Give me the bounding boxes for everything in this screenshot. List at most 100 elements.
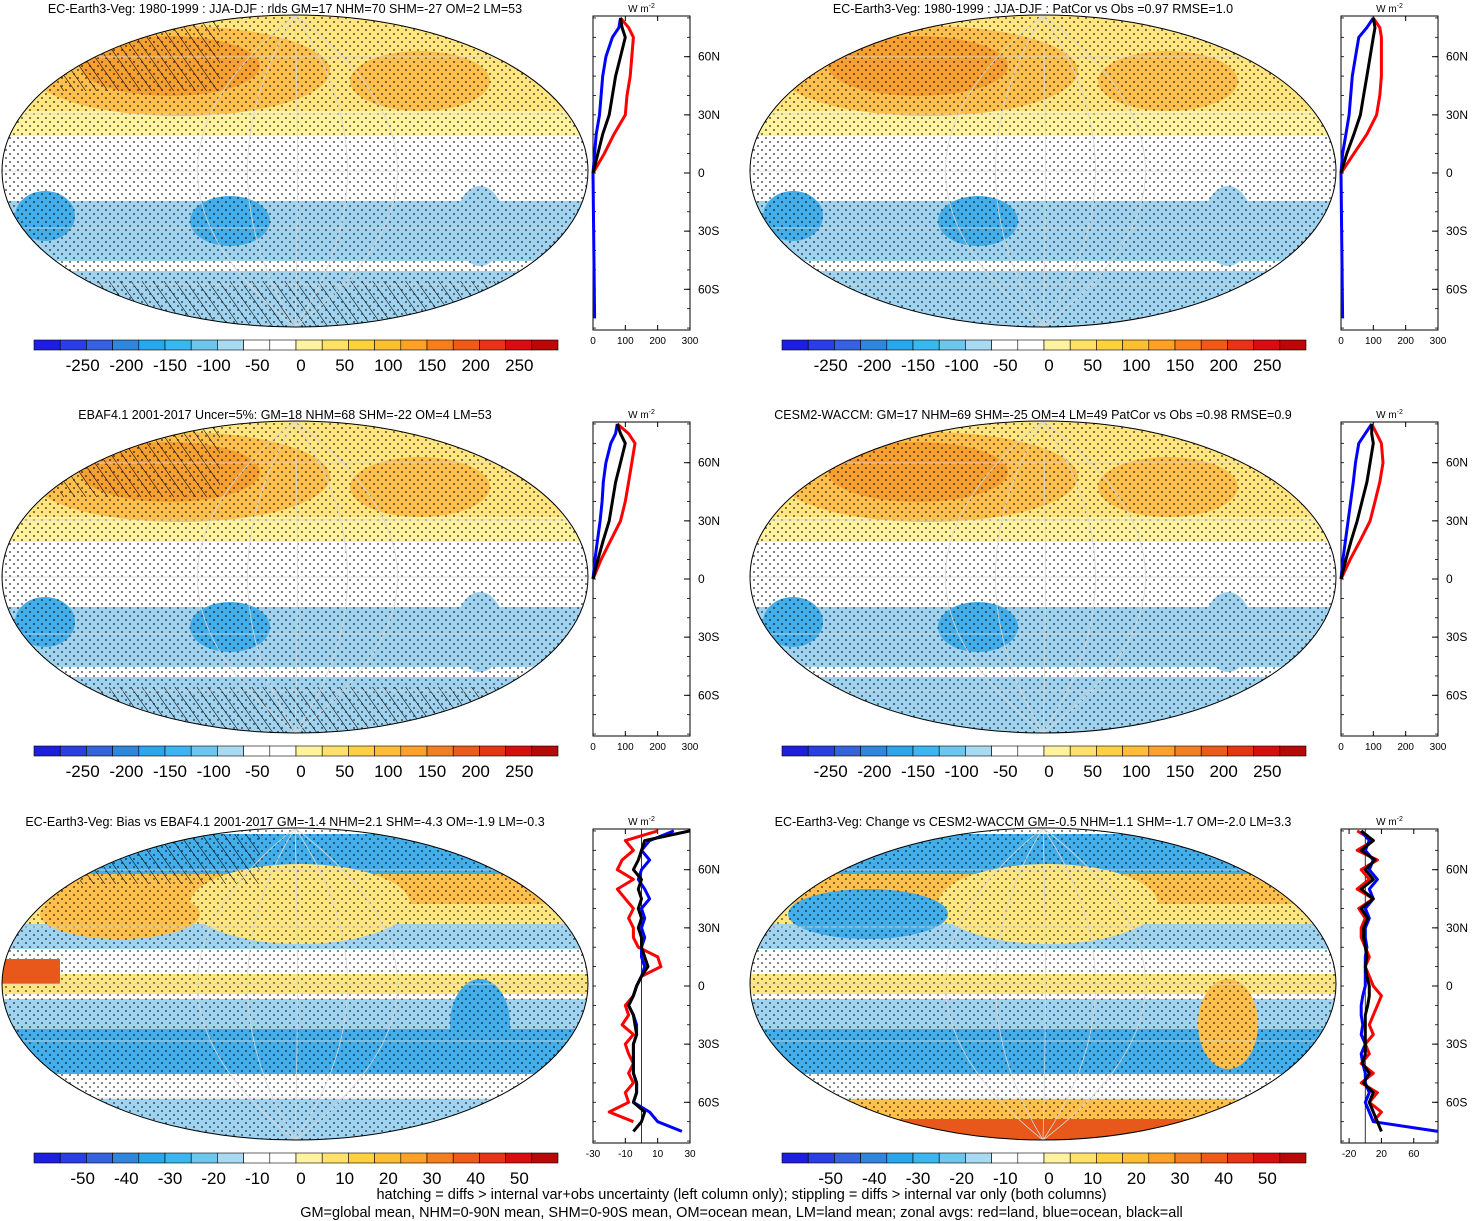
colorbar-label: -250 <box>814 762 848 781</box>
graticule-lon <box>1042 421 1046 733</box>
colorbar-label: -150 <box>901 762 935 781</box>
x-tick-label: 100 <box>617 336 634 347</box>
colorbar-label: 30 <box>1171 1169 1190 1188</box>
colorbar-cell <box>243 745 271 757</box>
lat-tick-label: 0 <box>698 979 705 993</box>
hatching-nh <box>80 834 260 884</box>
map-border <box>749 14 1337 328</box>
colorbar-label: -50 <box>70 1169 95 1188</box>
colorbar-label: -200 <box>109 762 143 781</box>
lat-tick-label: 30N <box>698 921 720 935</box>
graticule-lon <box>294 15 298 327</box>
colorbar-label: -30 <box>158 1169 183 1188</box>
graticule-lon <box>995 828 1044 1140</box>
map-border <box>1 420 589 734</box>
graticule-lon <box>945 421 1044 733</box>
colorbar-cell <box>965 1152 992 1164</box>
map <box>750 421 1336 733</box>
graticule-lon <box>1042 828 1096 1140</box>
colorbar-label: 250 <box>505 356 533 375</box>
colorbar-cell <box>938 339 966 351</box>
colorbar-cell <box>374 745 402 757</box>
all-profile-line <box>1359 829 1383 1132</box>
colorbar-label: -40 <box>114 1169 139 1188</box>
colorbar-cell <box>912 339 940 351</box>
lat-tick-label: 0 <box>1446 166 1453 180</box>
colorbar-cell <box>348 339 375 351</box>
colorbar-label: -30 <box>906 1169 931 1188</box>
lat-tick-label: 30N <box>1446 514 1468 528</box>
colorbar-label: -20 <box>949 1169 974 1188</box>
colorbar-label: 50 <box>1083 762 1102 781</box>
colorbar-label: 200 <box>461 356 489 375</box>
graticule-lon <box>1042 828 1146 1140</box>
colorbar-cell <box>1279 745 1307 757</box>
colorbar-cell <box>295 339 323 351</box>
colorbar-cell <box>217 745 244 757</box>
graticule-lon <box>1042 15 1096 327</box>
colorbar-label: -40 <box>862 1169 887 1188</box>
colorbar-label: 0 <box>1044 1169 1053 1188</box>
panel-title: CESM2-WACCM: GM=17 NHM=69 SHM=-25 OM=4 L… <box>774 408 1292 422</box>
all-profile-line <box>1339 423 1375 580</box>
colorbar-cell <box>505 339 533 351</box>
x-tick-label: 0 <box>1338 336 1344 347</box>
lat-tick-label: 30S <box>698 630 719 644</box>
colorbar-cell <box>834 1152 861 1164</box>
colorbar-cell <box>1200 745 1228 757</box>
x-tick-label: 200 <box>1397 336 1414 347</box>
colorbar-cell <box>1122 745 1150 757</box>
panel-5: EC-Earth3-Veg: Bias vs EBAF4.1 2001-2017… <box>0 813 735 1213</box>
colorbar-cell <box>807 745 835 757</box>
colorbar-label: -200 <box>109 356 143 375</box>
colorbar-cell <box>991 745 1019 757</box>
colorbar-label: -250 <box>66 762 100 781</box>
lat-tick-label: 0 <box>698 572 705 586</box>
colorbar-cell <box>33 339 61 351</box>
lat-tick-label: 60N <box>698 50 720 64</box>
lat-tick-label: 60N <box>1446 456 1468 470</box>
stippling <box>750 422 1336 733</box>
colorbar-label: 100 <box>1122 762 1150 781</box>
x-tick-label: 0 <box>1338 742 1344 753</box>
x-tick-label: 10 <box>652 1149 664 1160</box>
colorbar-cell <box>886 1152 914 1164</box>
x-tick-label: 30 <box>684 1149 696 1160</box>
lat-tick-label: 30S <box>698 1037 719 1051</box>
x-tick-label: 100 <box>617 742 634 753</box>
panel-title: EC-Earth3-Veg: Bias vs EBAF4.1 2001-2017… <box>25 815 545 829</box>
x-tick-label: 0 <box>590 336 596 347</box>
land-profile-line <box>591 16 635 174</box>
unit-label: W m-2 <box>628 816 655 828</box>
lat-tick-label: 60S <box>1446 282 1467 296</box>
colorbar-cell <box>1279 339 1307 351</box>
colorbar-cell <box>1069 339 1097 351</box>
colorbar-cell <box>991 1152 1019 1164</box>
graticule-lon <box>995 15 1044 327</box>
colorbar-cell <box>164 1152 192 1164</box>
land-profile-line <box>1339 17 1383 174</box>
x-tick-label: 100 <box>1365 336 1382 347</box>
graticule-lon <box>995 421 1044 733</box>
colorbar-label: 200 <box>461 762 489 781</box>
hatching-sh <box>2 687 588 733</box>
colorbar-cell <box>1043 1152 1071 1164</box>
x-tick-label: 300 <box>682 742 699 753</box>
unit-label: W m-2 <box>1376 409 1403 421</box>
colorbar-cell <box>1043 339 1071 351</box>
all-profile-line <box>627 829 691 1133</box>
ocean-profile-line <box>1339 423 1373 580</box>
graticule-lon <box>294 421 298 733</box>
colorbar-label: 20 <box>379 1169 398 1188</box>
profile-frame <box>1340 421 1439 737</box>
lat-tick-label: 30N <box>1446 921 1468 935</box>
colorbar-cell <box>452 745 480 757</box>
colorbar-label: -100 <box>945 762 979 781</box>
graticule-lon <box>247 421 296 733</box>
colorbar-cell <box>138 339 166 351</box>
graticule-lon <box>197 828 296 1140</box>
colorbar-cell <box>1096 745 1123 757</box>
lat-tick-label: 30S <box>1446 1037 1467 1051</box>
panel-graphics: -250 -200 -150 -100 -50 0 50 100 150 200 250 W m-2 6… <box>1 3 720 375</box>
colorbar-cell <box>1017 745 1045 757</box>
